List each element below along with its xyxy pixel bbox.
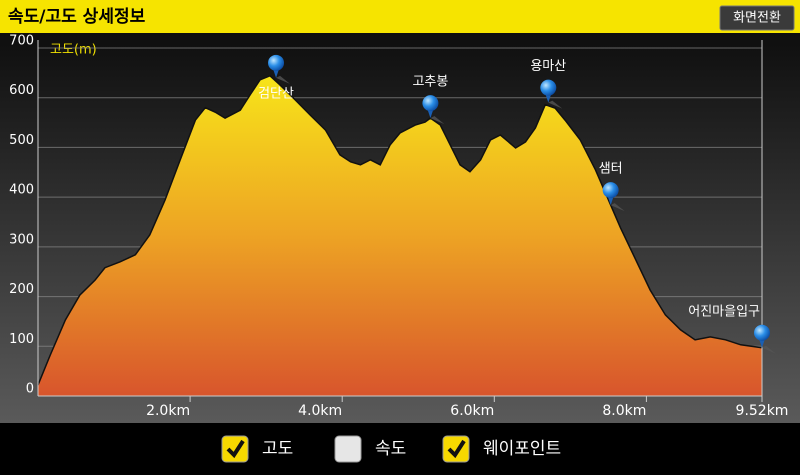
legend-label[interactable]: 웨이포인트 bbox=[483, 439, 561, 459]
waypoint-shadow bbox=[276, 75, 291, 84]
x-tick-label: 6.0km bbox=[450, 403, 494, 419]
legend: 고도 속도 웨이포인트 bbox=[221, 435, 561, 463]
waypoint-label: 어진마을입구 bbox=[688, 304, 760, 319]
waypoint-marker bbox=[540, 79, 557, 96]
waypoint-marker bbox=[754, 324, 770, 341]
y-tick-label: 200 bbox=[9, 282, 34, 297]
waypoint-marker bbox=[602, 182, 619, 199]
header-title: 속도/고도 상세정보 bbox=[8, 7, 146, 27]
waypoint-marker bbox=[268, 54, 285, 71]
waypoint-shadow bbox=[548, 100, 563, 109]
y-tick-label: 300 bbox=[9, 232, 34, 247]
waypoint-marker bbox=[422, 95, 439, 112]
legend-checkbox[interactable] bbox=[442, 435, 470, 463]
waypoint-label: 고추봉 bbox=[412, 75, 448, 90]
legend-check[interactable] bbox=[447, 439, 466, 459]
elevation-line bbox=[37, 74, 763, 386]
x-tick-label: 4.0km bbox=[298, 403, 342, 419]
legend-label[interactable]: 속도 bbox=[375, 439, 406, 459]
waypoint-shadow bbox=[762, 345, 776, 354]
waypoint-shadow bbox=[430, 116, 445, 125]
y-axis-label: 고도(m) bbox=[50, 43, 97, 58]
waypoint-shadow bbox=[610, 203, 625, 212]
waypoint-label: 용마산 bbox=[530, 59, 566, 74]
x-tick-label: 8.0km bbox=[602, 403, 646, 419]
y-tick-label: 0 bbox=[26, 382, 34, 397]
waypoint-label: 샘터 bbox=[599, 162, 623, 177]
y-tick-label: 400 bbox=[9, 183, 34, 198]
y-tick-label: 100 bbox=[9, 332, 34, 347]
legend-check[interactable] bbox=[226, 439, 245, 459]
legend-checkbox[interactable] bbox=[334, 435, 362, 463]
legend-checkbox[interactable] bbox=[221, 435, 249, 463]
x-tick-label: 2.0km bbox=[146, 403, 190, 419]
waypoint-label: 검단산 bbox=[258, 86, 294, 101]
legend-label[interactable]: 고도 bbox=[262, 439, 293, 459]
y-tick-label: 500 bbox=[9, 133, 34, 148]
y-tick-label: 600 bbox=[9, 83, 34, 98]
header-bar bbox=[0, 0, 800, 33]
switch-button[interactable] bbox=[719, 5, 795, 31]
elevation-area bbox=[38, 75, 762, 396]
y-tick-label: 700 bbox=[9, 34, 34, 49]
x-tick-label: 9.52km bbox=[736, 403, 789, 419]
switch-button-label[interactable]: 화면전환 bbox=[733, 11, 781, 26]
